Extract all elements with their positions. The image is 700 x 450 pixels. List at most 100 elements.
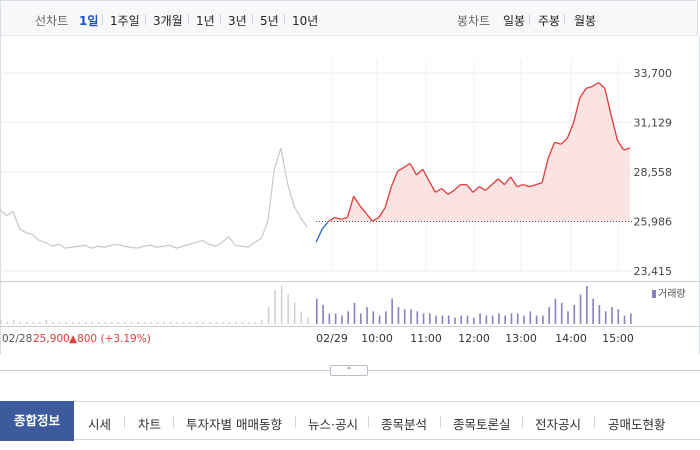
today-volume-bar xyxy=(341,316,343,324)
today-volume-bar xyxy=(442,316,444,324)
prev-day-volume-bar xyxy=(118,322,120,324)
today-volume-bar xyxy=(329,313,331,324)
price-gain-area xyxy=(316,83,630,222)
period-3year-button[interactable]: 3년 xyxy=(228,12,247,29)
today-volume-bar xyxy=(410,309,412,324)
candle-daily-button[interactable]: 일봉 xyxy=(503,12,525,29)
prev-day-volume-bar xyxy=(26,322,28,324)
prev-day-volume-bar xyxy=(183,322,185,324)
prev-day-price-line xyxy=(0,148,307,248)
today-volume-bar xyxy=(630,313,632,324)
period-10year-button[interactable]: 10년 xyxy=(292,12,318,29)
prev-day-volume-bar xyxy=(255,322,257,324)
tab-e-disclosure[interactable]: 전자공시 xyxy=(535,414,581,433)
prev-day-volume-bar xyxy=(7,322,9,324)
y-tick-label: 23,415 xyxy=(634,265,673,278)
today-volume-bar xyxy=(555,299,557,324)
today-volume-bar xyxy=(479,313,481,324)
today-volume-bar xyxy=(586,286,588,324)
x-tick-label: 14:00 xyxy=(555,332,587,345)
period-toolbar: 선차트 1일 1주일 3개월 1년 3년 5년 10년 봉차트 일봉 주봉 월봉 xyxy=(0,0,698,36)
today-volume-bar xyxy=(379,316,381,324)
prev-day-volume-bar xyxy=(131,322,133,324)
prev-day-volume-bar xyxy=(176,322,178,324)
chart-collapse-button[interactable]: ⌃ xyxy=(330,365,368,376)
tab-quote[interactable]: 시세 xyxy=(88,414,111,433)
today-volume-bar xyxy=(567,311,569,324)
today-volume-bar xyxy=(360,313,362,324)
prev-date-label: 02/28 xyxy=(2,333,32,345)
period-1year-button[interactable]: 1년 xyxy=(196,12,215,29)
tab-news-disclosure[interactable]: 뉴스·공시 xyxy=(308,414,358,433)
today-volume-bar xyxy=(373,311,375,324)
prev-day-volume-bar xyxy=(13,320,15,324)
prev-close-price: 25,900 xyxy=(33,333,70,345)
today-volume-bar xyxy=(486,316,488,324)
tab-overview[interactable]: 종합정보 xyxy=(0,401,74,441)
volume-legend-label: 거래량 xyxy=(658,288,686,300)
prev-day-volume-bar xyxy=(248,322,250,324)
y-tick-label: 25,986 xyxy=(634,216,673,229)
candle-monthly-button[interactable]: 월봉 xyxy=(574,12,596,29)
prev-change-label: ▲800 (+3.19%) xyxy=(69,333,151,345)
price-chart-svg: 33,700 31,129 28,558 25,986 23,415 거래량 02/29 10… xyxy=(0,36,700,354)
prev-day-volume-bar xyxy=(59,322,61,324)
today-volume-bar xyxy=(530,311,532,324)
x-tick-label: 11:00 xyxy=(410,332,442,345)
prev-day-volume-bar xyxy=(209,322,211,324)
x-tick-label: 02/29 xyxy=(316,332,348,345)
prev-day-volume-bar xyxy=(144,322,146,324)
today-volume-bar xyxy=(498,313,500,324)
prev-day-volume-bar xyxy=(281,286,283,324)
today-volume-bar xyxy=(624,316,626,324)
prev-day-volume-bar xyxy=(157,322,159,324)
today-volume-bar xyxy=(404,309,406,324)
volume-legend-swatch xyxy=(652,290,656,298)
today-volume-bar xyxy=(391,299,393,324)
today-volume-bar xyxy=(316,299,318,324)
period-3month-button[interactable]: 3개월 xyxy=(153,12,183,29)
today-volume-bar xyxy=(536,316,538,324)
today-volume-bar xyxy=(492,316,494,324)
today-volume-bar xyxy=(561,303,563,324)
period-1week-button[interactable]: 1주일 xyxy=(110,12,140,29)
prev-day-volume-bar xyxy=(294,303,296,324)
tab-analysis[interactable]: 종목분석 xyxy=(381,414,427,433)
tab-discussion[interactable]: 종목토론실 xyxy=(453,414,511,433)
prev-day-volume-bar xyxy=(46,320,48,324)
y-tick-label: 33,700 xyxy=(634,67,673,80)
info-tabs: 종합정보 시세 차트 투자자별 매매동향 뉴스·공시 종목분석 종목토론실 전자… xyxy=(0,401,700,440)
x-tick-label: 13:00 xyxy=(505,332,537,345)
period-1day-button[interactable]: 1일 xyxy=(79,12,98,29)
tab-chart[interactable]: 차트 xyxy=(138,414,161,433)
today-volume-bar xyxy=(523,316,525,324)
prev-day-volume-bar xyxy=(72,322,74,324)
tab-short-selling[interactable]: 공매도현황 xyxy=(608,414,666,433)
today-volume-bar xyxy=(580,294,582,324)
today-volume-bar xyxy=(611,307,613,324)
today-volume-bar xyxy=(617,309,619,324)
x-tick-label: 15:00 xyxy=(602,332,634,345)
prev-day-volume-bar xyxy=(163,322,165,324)
prev-day-volume-bar xyxy=(137,322,139,324)
x-tick-label: 12:00 xyxy=(458,332,490,345)
candle-weekly-button[interactable]: 주봉 xyxy=(538,12,560,29)
prev-day-volume-bar xyxy=(91,322,93,324)
today-volume-bar xyxy=(548,307,550,324)
prev-day-volume-bar xyxy=(0,320,2,324)
prev-day-volume-bar xyxy=(111,322,113,324)
today-volume-bar xyxy=(542,316,544,324)
candle-chart-label: 봉차트 xyxy=(457,12,490,29)
today-volume-bar xyxy=(473,318,475,324)
tab-investor-trading[interactable]: 투자자별 매매동향 xyxy=(186,414,282,433)
today-volume-bar xyxy=(347,311,349,324)
today-price-segment xyxy=(316,229,322,242)
y-tick-label: 31,129 xyxy=(634,117,673,130)
prev-day-volume-bar xyxy=(189,322,191,324)
today-volume-bar xyxy=(511,313,513,324)
period-5year-button[interactable]: 5년 xyxy=(260,12,279,29)
chevron-up-icon: ⌃ xyxy=(346,366,353,375)
prev-day-volume-bar xyxy=(98,322,100,324)
today-volume-bar xyxy=(573,305,575,324)
